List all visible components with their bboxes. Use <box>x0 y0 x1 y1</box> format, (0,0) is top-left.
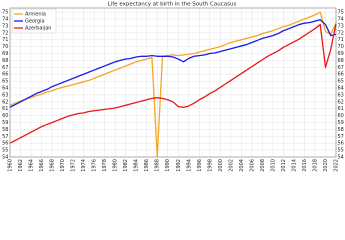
lines <box>9 11 337 158</box>
x-tick-label: 2020 <box>323 159 329 172</box>
y2-tick-label: 60 <box>338 113 344 119</box>
y-tick-label: 58 <box>2 127 8 133</box>
y-tick-label: 73 <box>2 23 8 29</box>
y2-tick-label: 54 <box>338 155 344 161</box>
y2-tick-label: 75 <box>338 10 344 16</box>
x-tick-label: 2006 <box>249 159 255 172</box>
series-line <box>9 23 337 144</box>
x-tick-label: 2022 <box>334 159 340 172</box>
y-tick-label: 75 <box>2 10 8 16</box>
x-tick-label: 1988 <box>155 159 161 172</box>
y2-tick-label: 74 <box>338 17 344 23</box>
y-tick-label: 61 <box>2 106 8 112</box>
y2-tick-label: 71 <box>338 37 344 43</box>
y2-tick-label: 73 <box>338 23 344 29</box>
x-tick-label: 2004 <box>239 159 245 172</box>
x-tick-label: 2010 <box>270 159 276 172</box>
x-tick-label: 1984 <box>134 159 140 172</box>
x-tick-label: 1992 <box>176 159 182 172</box>
x-tick-label: 1990 <box>165 159 171 172</box>
y2-tick-label: 57 <box>338 134 344 140</box>
x-tick-label: 1974 <box>81 159 87 172</box>
x-tick-label: 1994 <box>186 159 192 172</box>
y-tick-label: 60 <box>2 113 8 119</box>
legend-box <box>11 8 57 34</box>
y-tick-label: 63 <box>2 92 8 98</box>
y2-tick-label: 68 <box>338 58 344 64</box>
x-tick-label: 2018 <box>312 159 318 172</box>
x-tick-label: 1996 <box>197 159 203 172</box>
series-line <box>9 19 337 108</box>
x-tick-label: 1962 <box>18 159 24 172</box>
x-tick-label: 1986 <box>144 159 150 172</box>
x-tick-label: 2014 <box>291 159 297 172</box>
legend-label: Azerbaijan <box>25 26 51 32</box>
chart: Life expectancy at birth in the South Ca… <box>2 1 344 172</box>
y-tick-label: 55 <box>2 148 8 154</box>
y-tick-label: 59 <box>2 120 8 126</box>
y2-tick-label: 70 <box>338 44 344 50</box>
x-tick-label: 1960 <box>8 159 14 172</box>
x-tick-label: 1970 <box>60 159 66 172</box>
series-line <box>9 11 337 158</box>
x-tick-label: 1982 <box>123 159 129 172</box>
y-tick-label: 67 <box>2 65 8 71</box>
y-tick-label: 65 <box>2 79 8 85</box>
chart-title: Life expectancy at birth in the South Ca… <box>108 2 237 8</box>
legend-label: Georgia <box>25 19 45 25</box>
y-tick-label: 68 <box>2 58 8 64</box>
x-tick-label: 2008 <box>260 159 266 172</box>
legend-label: Armenia <box>25 12 46 18</box>
y2-tick-label: 69 <box>338 51 344 57</box>
y-tick-label: 69 <box>2 51 8 57</box>
y2-tick-label: 56 <box>338 141 344 147</box>
y-tick-label: 72 <box>2 30 8 36</box>
y-tick-label: 71 <box>2 37 8 43</box>
y2-tick-label: 62 <box>338 99 344 105</box>
x-tick-label: 2002 <box>228 159 234 172</box>
y2-tick-label: 65 <box>338 79 344 85</box>
y2-tick-label: 63 <box>338 92 344 98</box>
x-tick-label: 1972 <box>71 159 77 172</box>
plot-frame <box>9 7 337 158</box>
y-tick-label: 64 <box>2 86 8 92</box>
y2-tick-label: 67 <box>338 65 344 71</box>
y2-tick-label: 59 <box>338 120 344 126</box>
x-tick-label: 1966 <box>39 159 45 172</box>
y2-tick-label: 58 <box>338 127 344 133</box>
y-tick-label: 66 <box>2 72 8 78</box>
y-tick-label: 74 <box>2 17 8 23</box>
x-tick-label: 1968 <box>50 159 56 172</box>
y-tick-label: 70 <box>2 44 8 50</box>
x-tick-label: 1978 <box>102 159 108 172</box>
x-tick-label: 1964 <box>29 159 35 172</box>
y-tick-label: 56 <box>2 141 8 147</box>
x-tick-label: 2000 <box>218 159 224 172</box>
y2-tick-label: 64 <box>338 86 344 92</box>
x-tick-label: 2016 <box>302 159 308 172</box>
y2-tick-label: 61 <box>338 106 344 112</box>
y2-tick-label: 55 <box>338 148 344 154</box>
x-tick-label: 1980 <box>113 159 119 172</box>
y-tick-label: 57 <box>2 134 8 140</box>
y-tick-label: 54 <box>2 155 8 161</box>
y2-tick-label: 66 <box>338 72 344 78</box>
x-tick-label: 2012 <box>281 159 287 172</box>
x-tick-label: 1998 <box>207 159 213 172</box>
y2-tick-label: 72 <box>338 30 344 36</box>
y-tick-label: 62 <box>2 99 8 105</box>
x-tick-label: 1976 <box>92 159 98 172</box>
